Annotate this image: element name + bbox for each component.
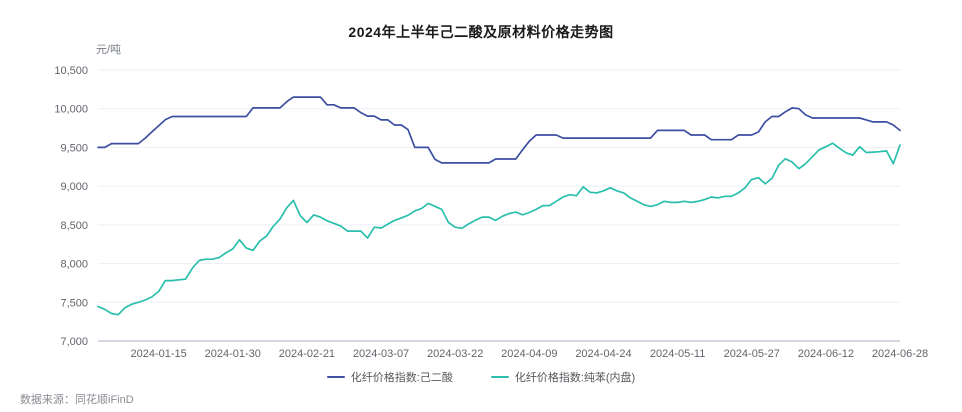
x-axis-tick-label: 2024-05-27 <box>724 348 780 360</box>
y-axis-tick-label: 10,000 <box>54 104 88 116</box>
data-source-text: 数据来源：同花顺iFinD <box>20 394 134 406</box>
y-axis-tick-label: 10,500 <box>54 65 88 77</box>
x-axis-tick-label: 2024-05-11 <box>650 348 705 360</box>
x-axis-tick-label: 2024-03-22 <box>427 348 483 360</box>
chart-title: 2024年上半年己二酸及原材料价格走势图 <box>348 24 614 40</box>
x-axis-tick-label: 2024-06-28 <box>872 348 928 360</box>
series-line-benzene <box>97 142 901 316</box>
benzene-line-swatch <box>490 376 509 378</box>
chart-legend: 化纤价格指数:己二酸 化纤价格指数:纯苯(内盘) <box>0 369 962 385</box>
x-axis-tick-label: 2024-01-30 <box>205 348 261 360</box>
x-axis-tick-label: 2024-06-12 <box>798 348 854 360</box>
x-axis-tick-label: 2024-02-21 <box>279 348 335 360</box>
y-axis-tick-label: 7,500 <box>60 297 88 309</box>
x-axis-tick-label: 2024-04-09 <box>501 348 557 360</box>
legend-label: 化纤价格指数:己二酸 <box>350 372 453 384</box>
plot-area: 10,500 10,000 9,500 9,000 8,500 8,000 7,500 7,0… <box>54 65 928 360</box>
x-axis-tick-label: 2024-03-07 <box>353 348 409 360</box>
x-axis-tick-label: 2024-04-24 <box>575 348 631 360</box>
adipic-acid-line-swatch <box>326 376 345 378</box>
y-axis-unit-label: 元/吨 <box>96 44 122 56</box>
x-axis-tick-label: 2024-01-15 <box>131 348 187 360</box>
y-axis-tick-label: 8,500 <box>60 220 88 232</box>
y-axis-tick-label: 8,000 <box>60 259 88 271</box>
legend-item-benzene[interactable]: 化纤价格指数:纯苯(内盘) <box>490 369 636 385</box>
series-line-adipic-acid <box>97 96 901 164</box>
legend-item-adipic-acid[interactable]: 化纤价格指数:己二酸 <box>326 369 453 385</box>
legend-label: 化纤价格指数:纯苯(内盘) <box>514 372 636 384</box>
y-axis-tick-label: 7,000 <box>60 336 88 348</box>
y-axis-tick-label: 9,000 <box>60 181 88 193</box>
y-axis-tick-label: 9,500 <box>60 142 88 154</box>
